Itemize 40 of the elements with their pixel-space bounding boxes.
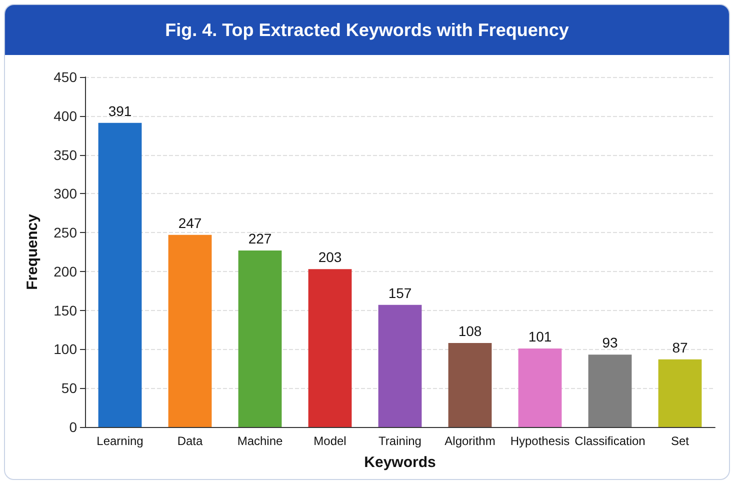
- y-tick-label: 300: [54, 186, 78, 202]
- x-tick-label: Algorithm: [444, 434, 496, 448]
- x-tick-label: Training: [378, 434, 422, 448]
- bar: [98, 122, 142, 427]
- x-tick-label: Hypothesis: [510, 434, 570, 448]
- bar: [518, 348, 562, 427]
- data-label: 108: [458, 323, 482, 339]
- x-tick-label: Machine: [237, 434, 284, 448]
- y-tick-label: 50: [61, 380, 78, 396]
- y-axis-title: Frequency: [24, 213, 41, 290]
- y-tick-label: 150: [54, 302, 78, 318]
- bar: [588, 354, 632, 427]
- data-label: 247: [178, 214, 202, 231]
- x-axis-title: Keywords: [364, 454, 436, 471]
- y-tick-label: 0: [69, 419, 78, 435]
- bar: [378, 304, 422, 427]
- y-tick-label: 250: [54, 224, 78, 241]
- x-tick-label: Set: [670, 434, 690, 448]
- chart-title: Fig. 4. Top Extracted Keywords with Frequency: [5, 5, 729, 55]
- bar: [168, 234, 212, 427]
- data-label: 101: [528, 328, 552, 344]
- data-label: 391: [108, 102, 132, 119]
- x-tick-label: Classification: [574, 434, 646, 448]
- x-tick-label: Model: [314, 434, 346, 448]
- data-label: 87: [672, 339, 688, 356]
- y-tick-label: 350: [54, 146, 78, 163]
- data-label: 227: [248, 230, 272, 246]
- bar: [448, 343, 492, 427]
- y-tick-label: 200: [54, 263, 78, 280]
- data-label: 203: [318, 249, 342, 266]
- bar: [658, 359, 702, 427]
- data-label: 157: [388, 284, 412, 301]
- x-tick-label: Learning: [96, 434, 144, 448]
- x-tick-label: Data: [177, 434, 203, 448]
- bar: [308, 269, 352, 427]
- bar: [238, 250, 282, 427]
- data-label: 93: [602, 334, 618, 351]
- y-tick-label: 400: [54, 108, 78, 124]
- y-tick-label: 450: [54, 69, 78, 85]
- y-tick-label: 100: [54, 341, 78, 358]
